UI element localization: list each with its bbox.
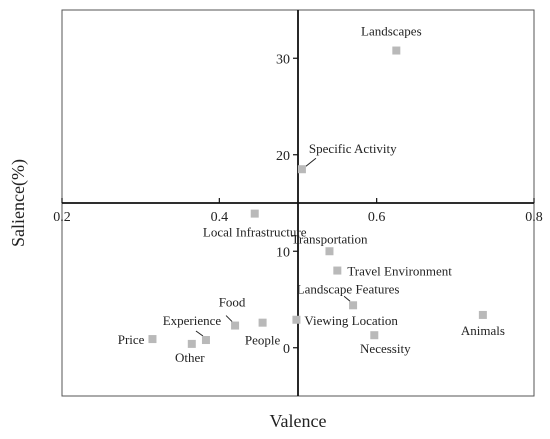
leader-line-landscape-features <box>343 295 351 302</box>
y-tick-label: 20 <box>276 149 290 164</box>
point-necessity <box>370 331 379 340</box>
point-label-food: Food <box>219 295 246 310</box>
point-landscapes <box>392 46 401 55</box>
point-transportation <box>325 247 334 256</box>
point-label-travel-environment: Travel Environment <box>347 264 452 279</box>
point-label-necessity: Necessity <box>360 341 411 356</box>
point-label-people: People <box>245 333 281 348</box>
point-label-experience: Experience <box>163 313 222 328</box>
point-price <box>148 335 157 344</box>
point-local-infrastructure <box>250 209 259 218</box>
point-label-transportation: Transportation <box>291 231 368 246</box>
point-label-other: Other <box>175 350 205 365</box>
point-food <box>231 321 240 330</box>
leader-line-specific-activity <box>305 157 317 167</box>
point-label-landscapes: Landscapes <box>361 24 422 39</box>
point-landscape-features <box>349 301 358 310</box>
y-tick-label: 30 <box>276 52 290 67</box>
x-tick-label: 0.2 <box>53 210 71 225</box>
leader-line-food <box>225 315 233 322</box>
y-tick-label: 0 <box>283 342 290 357</box>
point-label-landscape-features: Landscape Features <box>297 281 400 296</box>
x-axis-title: Valence <box>270 411 327 431</box>
point-experience <box>201 336 210 345</box>
point-label-viewing-location: Viewing Location <box>304 313 398 328</box>
point-label-animals: Animals <box>461 323 505 338</box>
point-label-local-infrastructure: Local Infrastructure <box>203 225 307 240</box>
point-specific-activity <box>297 165 306 174</box>
x-tick-label: 0.8 <box>525 210 543 225</box>
y-tick-label: 10 <box>276 245 290 260</box>
point-other <box>187 339 196 348</box>
point-animals <box>478 310 487 319</box>
y-axis-title: Salience(%) <box>8 159 29 247</box>
point-people <box>258 318 267 327</box>
point-viewing-location <box>292 315 301 324</box>
x-tick-label: 0.4 <box>211 210 229 225</box>
point-label-price: Price <box>118 332 145 347</box>
x-tick-label: 0.6 <box>368 210 386 225</box>
leader-line-experience <box>195 330 204 337</box>
point-travel-environment <box>333 266 342 275</box>
point-label-specific-activity: Specific Activity <box>309 141 397 156</box>
